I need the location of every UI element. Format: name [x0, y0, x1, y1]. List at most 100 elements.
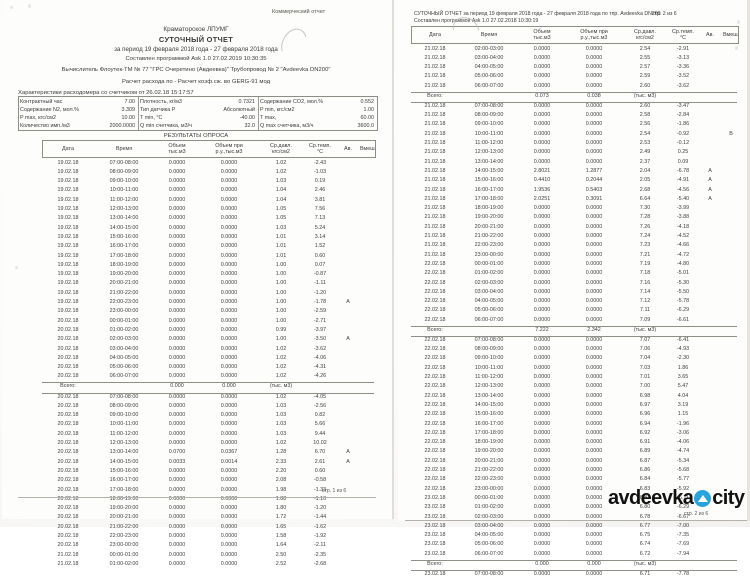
table-cell: 16:00-17:00 [474, 186, 504, 193]
characteristic-value: 0.552 [360, 98, 375, 105]
table-cell: 2.33 [275, 458, 287, 465]
table-cell: 23:00-00:00 [109, 308, 139, 315]
table-cell: 11:00-12:00 [109, 196, 139, 203]
table-cell: 22.02.18 [424, 298, 446, 305]
flowmeter-characteristics-box [18, 96, 378, 131]
report-page-1 [2, 0, 394, 519]
table-cell: 05:00-06:00 [474, 541, 504, 548]
table-cell: 0.0000 [168, 505, 186, 512]
table-cell: 5.47 [677, 383, 689, 390]
table-cell: 0.0000 [585, 242, 603, 249]
table-cell: 21.02.18 [424, 186, 446, 193]
table-row: 22.02.18 19:00-20:00 0.0000 0.0000 6.89 -4.74 [0, 448, 750, 457]
table-cell: 21.02.18 [424, 177, 446, 184]
table-row: 19.02.18 09:00-10:00 0.0000 0.0000 1.03 0.19 [0, 178, 750, 187]
column-header-line1: Время [480, 31, 498, 38]
table-cell: 6.77 [639, 522, 651, 529]
table-cell: 5.66 [314, 421, 326, 428]
characteristic-label: P max, кгс/см2 [20, 114, 56, 121]
table-cell: 23.02.18 [424, 504, 446, 511]
table-cell: 0.0000 [168, 467, 186, 474]
table-cell: 13:00-14:00 [474, 392, 504, 399]
table-cell: 05:00-06:00 [474, 307, 504, 314]
table-cell: 0.0000 [585, 485, 603, 492]
table-cell: 17:00-18:00 [109, 252, 139, 259]
table-cell: 6.89 [639, 448, 651, 455]
table-cell: 12:00-13:00 [474, 149, 504, 156]
table-cell: 0.0000 [220, 514, 238, 521]
total-separator [411, 325, 737, 327]
table-cell: 20.02.18 [57, 486, 79, 493]
table-cell: 0.0000 [168, 486, 186, 493]
table-cell: 13:00-14:00 [474, 158, 504, 165]
table-row: 21.02.18 15:00-16:00 0.4410 0.2044 2.05 -4.91… [0, 177, 750, 186]
table-cell: 20.02.18 [57, 345, 79, 352]
table-cell: 0.0000 [220, 345, 238, 352]
table-cell: 06:00-07:00 [109, 373, 139, 380]
table-row: 20.02.18 07:00-08:00 0.0000 0.0000 1.02 -4.05 [0, 394, 750, 403]
table-cell: 7.19 [639, 260, 651, 267]
table-cell: 21.02.18 [424, 102, 446, 109]
table-cell: 0.0000 [168, 354, 186, 361]
table-cell: 0.0000 [220, 243, 238, 250]
table-cell: 04:00-05:00 [474, 532, 504, 539]
characteristic-label: T max, [260, 114, 277, 121]
table-cell: 1.2877 [585, 167, 603, 174]
table-cell: 16:00-17:00 [109, 477, 139, 484]
table-row: 22.02.18 07:00-08:00 0.0000 0.0000 7.07 -6.41 [0, 337, 750, 346]
table-row: 19.02.18 18:00-19:00 0.0000 0.0000 1.00 0.07 [0, 262, 750, 271]
table-cell: 21.02.18 [424, 73, 446, 80]
table-cell: 0.0000 [533, 336, 551, 343]
table-cell: 21:00-22:00 [474, 233, 504, 239]
table-cell: 6.70 [314, 449, 326, 456]
column-header: Ср.темп. °C [292, 143, 348, 155]
table-total-row: Всего: 7.222 2.342 (тыс. м3) [0, 327, 750, 336]
table-cell: A [708, 186, 712, 193]
table-cell: 2.57 [639, 64, 651, 71]
total-cell: Всего: [60, 383, 76, 390]
characteristics-title: Характеристики расходомера со счетчиком … [18, 90, 194, 96]
table-cell: 0.0000 [533, 270, 551, 277]
table-cell: 0.0000 [533, 316, 551, 323]
table-row: 20.02.18 17:00-18:00 0.0000 0.0000 1.98 -1.33 [0, 487, 750, 496]
table-cell: 0.0000 [533, 420, 551, 427]
total-cell: (тыс. м3) [633, 92, 657, 99]
table-cell: 20.02.18 [57, 364, 79, 371]
table-cell: 07:00-08:00 [474, 102, 504, 109]
table-cell: 1.01 [275, 233, 287, 240]
table-cell: 1.00 [275, 308, 287, 315]
table-cell: 10:00-11:00 [474, 364, 504, 371]
table-cell: 20:00-21:00 [474, 457, 504, 464]
table-cell: 0.0700 [168, 449, 186, 456]
table-cell: 0.0000 [220, 271, 238, 278]
table-cell: 0.0000 [585, 364, 603, 371]
characteristic-label: Содержание N2, мол.% [20, 106, 79, 113]
table-cell: 19.02.18 [57, 224, 79, 231]
table-total-row: Всего: 0.073 0.038 (тыс. м3) [0, 93, 750, 102]
table-cell: 1.00 [275, 299, 287, 305]
characteristic-label: Количество имп./м3 [20, 122, 70, 129]
table-cell: 2.58 [639, 112, 651, 119]
table-cell: 6.64 [639, 195, 651, 202]
table-cell: -1.20 [313, 505, 327, 512]
table-cell: -4.26 [313, 373, 327, 380]
table-cell: 0.0000 [168, 178, 186, 185]
table-row: 19.02.18 08:00-09:00 0.0000 0.0000 1.02 -1.03 [0, 169, 750, 178]
total-cell: (тыс. м3) [269, 383, 293, 390]
table-cell: 0.0000 [533, 504, 551, 511]
table-row: 19.02.18 21:00-22:00 0.0000 0.0000 1.00 -1.20 [0, 290, 750, 299]
table-cell: 0.0000 [220, 168, 238, 175]
table-cell: 21.02.18 [424, 45, 446, 52]
table-row: 22.02.18 06:00-07:00 0.0000 0.0000 7.09 -6.61 [0, 317, 750, 326]
page2-header-line2: Составлен программой Ask 1.0 27.02.2018 … [414, 18, 539, 24]
table-cell: 0.0000 [533, 45, 551, 52]
table-cell: 6.78 [639, 513, 651, 520]
table-cell: 0.0000 [168, 224, 186, 231]
table-cell: 21.02.18 [424, 214, 446, 221]
table-cell: 08:00-09:00 [474, 112, 504, 119]
table-cell: 0.0000 [533, 82, 551, 89]
table-cell: 0.0000 [533, 457, 551, 464]
table-cell: 04:00-05:00 [474, 64, 504, 71]
table-cell: 11:00-12:00 [109, 430, 139, 437]
table-cell: 1.03 [275, 430, 287, 437]
